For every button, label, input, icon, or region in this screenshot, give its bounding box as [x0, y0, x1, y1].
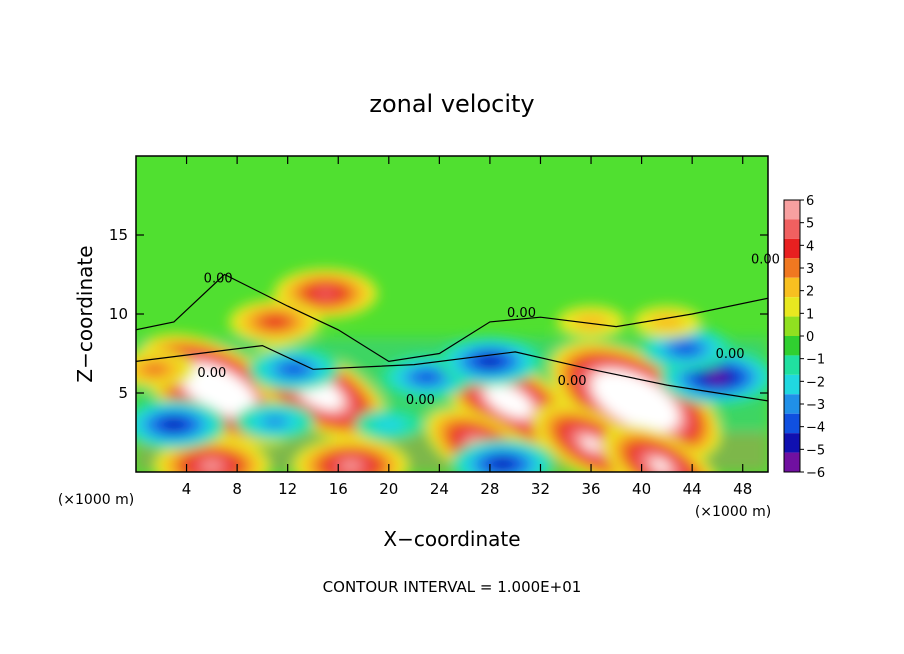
x-tick-label-32: 32 [531, 480, 550, 498]
colorbar-swatch-1 [784, 219, 800, 239]
contour-label-5: 0.00 [716, 347, 745, 362]
velocity-field [136, 268, 768, 472]
colorbar: 6 5 4 3 2 1 0 −1 −2 −3 −4 −5 −6 [783, 194, 825, 481]
colorbar-label-11: −5 [806, 443, 825, 458]
colorbar-label-6: 0 [806, 330, 814, 345]
velocity-max-7 [229, 299, 322, 344]
contour-label-6: 0.00 [751, 252, 780, 267]
colorbar-label-9: −3 [806, 398, 825, 413]
velocity-max-8 [153, 437, 270, 472]
x-tick-label-16: 16 [329, 480, 348, 498]
contour-label-4: 0.00 [558, 374, 587, 389]
x-tick-label-20: 20 [379, 480, 398, 498]
x-tick-label-24: 24 [430, 480, 449, 498]
x-tick-label-4: 4 [182, 480, 192, 498]
velocity-min-16 [450, 439, 555, 472]
colorbar-label-3: 3 [806, 262, 814, 277]
colorbar-swatch-9 [784, 374, 800, 395]
velocity-min-18 [354, 408, 423, 441]
colorbar-swatch-13 [784, 452, 800, 472]
colorbar-swatch-4 [784, 277, 800, 298]
contour-labels: 0.00 0.00 0.00 0.00 0.00 0.00 0.00 [197, 252, 780, 408]
x-tick-label-40: 40 [632, 480, 651, 498]
colorbar-label-2: 4 [806, 239, 814, 254]
contour-label-2: 0.00 [406, 393, 435, 408]
y-axis-label: Z−coordinate [73, 245, 97, 382]
x-tick-label-8: 8 [232, 480, 242, 498]
colorbar-label-7: −1 [806, 353, 825, 368]
chart-title: zonal velocity [369, 90, 534, 118]
colorbar-swatch-3 [784, 258, 800, 278]
colorbar-swatch-5 [784, 297, 800, 317]
colorbar-label-5: 1 [806, 307, 814, 322]
colorbar-swatch-12 [784, 433, 800, 453]
x-tick-label-44: 44 [683, 480, 702, 498]
colorbar-swatch-7 [784, 336, 800, 356]
zero-contour-main [136, 273, 768, 363]
velocity-min-14 [437, 336, 542, 387]
zero-contour-lower [136, 344, 768, 402]
y-axis: 5 10 15 [109, 226, 768, 402]
y-tick-label-15: 15 [109, 226, 128, 244]
colorbar-swatch-8 [784, 355, 800, 375]
colorbar-swatch-11 [784, 413, 800, 434]
x-tick-label-48: 48 [733, 480, 752, 498]
colorbar-label-10: −4 [806, 421, 825, 436]
velocity-max-3 [549, 340, 722, 461]
velocity-min-19 [235, 402, 316, 441]
colorbar-swatch-6 [784, 316, 800, 336]
colorbar-label-4: 2 [806, 285, 814, 300]
contour-interval-note: CONTOUR INTERVAL = 1.000E+01 [323, 578, 582, 596]
velocity-max-9 [292, 437, 409, 472]
colorbar-swatch-10 [784, 394, 800, 414]
y-tick-label-5: 5 [118, 384, 128, 402]
contour-label-3: 0.00 [507, 306, 536, 321]
colorbar-label-12: −6 [806, 466, 825, 481]
x-unit-left: (×1000 m) [58, 492, 134, 508]
colorbar-swatch-0 [784, 200, 800, 220]
velocity-max-22 [557, 305, 626, 338]
x-axis-label: X−coordinate [383, 527, 520, 551]
x-axis: 4 8 12 16 20 24 28 32 36 40 44 48 [182, 156, 752, 498]
zero-contours [136, 273, 768, 402]
x-tick-label-12: 12 [278, 480, 297, 498]
colorbar-swatch-2 [784, 238, 800, 259]
plot-area [136, 156, 768, 472]
x-tick-label-36: 36 [581, 480, 600, 498]
colorbar-label-8: −2 [806, 375, 825, 390]
colorbar-label-1: 5 [806, 217, 814, 232]
colorbar-label-0: 6 [806, 194, 814, 209]
velocity-min-12 [248, 347, 340, 392]
x-tick-label-28: 28 [480, 480, 499, 498]
y-tick-label-10: 10 [109, 305, 128, 323]
velocity-min-11 [136, 399, 226, 450]
velocity-max-21 [632, 305, 701, 338]
contour-label-1: 0.00 [197, 366, 226, 381]
contour-label-0: 0.00 [204, 271, 233, 286]
x-unit-right: (×1000 m) [695, 504, 771, 520]
